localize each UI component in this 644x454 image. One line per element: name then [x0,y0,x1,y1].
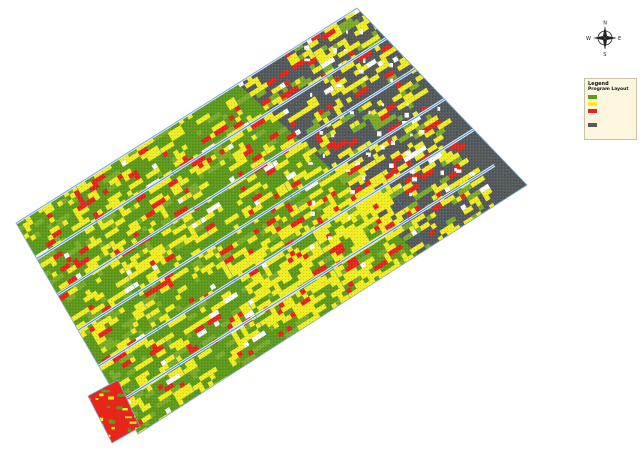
plot-cell [318,321,326,329]
plot-cell [128,433,133,436]
plot-cell [433,248,441,256]
plot-cell [395,272,403,280]
plot-cell [203,393,211,401]
plot-cell [399,264,415,278]
plot-cell [280,340,296,353]
plot-cell [416,256,428,267]
south-label: S [603,52,606,58]
road-line [81,129,475,378]
plot-cell [108,419,113,422]
plot-cell [476,216,492,229]
legend: Legend Program Layout [584,78,637,140]
road-line [102,164,495,413]
legend-item-yellow [588,100,633,107]
west-label: W [586,36,591,42]
legend-subtitle: Program Layout [588,87,629,92]
plot-cell [116,406,123,410]
plot-cell [88,422,91,425]
plot-cell [382,278,394,288]
plot-cell [267,353,275,361]
road-line [40,57,433,306]
plot-cell [220,380,232,390]
east-label: E [618,36,621,42]
plot-cell [105,390,111,393]
plot-cell [391,272,403,283]
plot-cell [305,323,322,337]
plot-cell [140,434,147,441]
plot-cell [100,431,105,433]
plot-cell [129,421,137,424]
plot-cell [122,408,128,411]
plot-cell [102,382,107,386]
legend-swatch [588,122,597,127]
north-arrow-icon [603,26,607,38]
plot-cell [250,364,258,372]
plot-cell [482,212,490,220]
legend-swatch [588,94,597,99]
legend-swatch [588,101,597,106]
plot-cell [91,382,98,386]
legend-title: Legend [588,81,609,87]
plot-cell [288,337,300,347]
legend-item-red [588,107,633,114]
plot-cell [207,391,215,398]
plot-cell [125,435,132,438]
legend-item-green [588,93,633,100]
plot-cell [446,240,454,248]
plot-cell [374,8,386,13]
plot-cell [108,420,116,424]
plot-cell [408,259,424,272]
plot-cell [376,8,388,17]
plot-cell [125,416,132,419]
legend-item-none [588,114,633,121]
north-arrow: N S E W [586,21,621,59]
plot-cell [111,426,115,430]
plot-cell [391,34,398,42]
plot-cell [271,350,279,358]
plot-cell [132,441,137,443]
plot-cell [127,428,132,432]
plot-cell [99,393,104,397]
plot-cell [90,387,95,390]
plot-cell [379,11,391,21]
plot-cell [101,389,107,393]
plot-cell [95,398,99,400]
north-label: N [603,21,607,27]
plot-cell [284,342,292,350]
legend-swatch [588,115,597,120]
plot-cell [379,21,391,32]
cross-road [75,185,201,401]
road-line [19,21,412,270]
legend-item-grey [588,121,633,128]
plot-cell [384,21,391,29]
plot-cell [344,302,356,312]
plot-cell [254,361,262,369]
cross-road [305,40,431,255]
legend-swatch [588,108,597,113]
cross-road [152,136,277,352]
cross-road [228,88,354,304]
plot-cell [119,393,123,396]
building-marker [392,35,396,40]
plot-cell [108,396,115,400]
plot-cell [182,407,189,415]
plot-cell [106,406,111,408]
road-line [60,93,454,342]
plot-cell [331,313,339,321]
plot-cell [165,415,177,425]
plot-cell [363,8,375,14]
